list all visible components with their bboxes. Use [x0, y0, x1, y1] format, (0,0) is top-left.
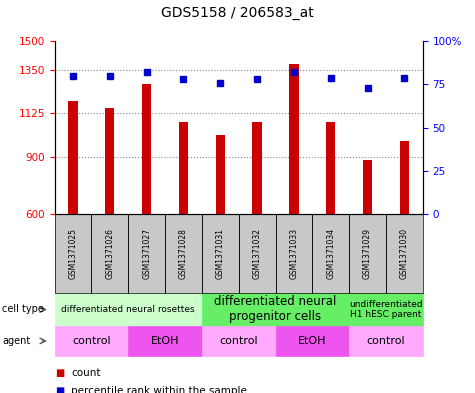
- Text: control: control: [72, 336, 111, 346]
- Text: ■: ■: [55, 368, 64, 378]
- Bar: [105, 108, 114, 214]
- Text: EtOH: EtOH: [298, 336, 327, 346]
- Text: GDS5158 / 206583_at: GDS5158 / 206583_at: [161, 6, 314, 20]
- Text: differentiated neural rosettes: differentiated neural rosettes: [61, 305, 195, 314]
- Bar: [179, 122, 188, 214]
- Text: GSM1371033: GSM1371033: [289, 228, 298, 279]
- Text: control: control: [219, 336, 258, 346]
- Text: differentiated neural
progenitor cells: differentiated neural progenitor cells: [214, 296, 337, 323]
- Text: ■: ■: [55, 386, 64, 393]
- Text: cell type: cell type: [2, 305, 44, 314]
- Text: control: control: [367, 336, 405, 346]
- Text: count: count: [71, 368, 101, 378]
- Text: GSM1371031: GSM1371031: [216, 228, 225, 279]
- Text: percentile rank within the sample: percentile rank within the sample: [71, 386, 247, 393]
- Text: GSM1371034: GSM1371034: [326, 228, 335, 279]
- Text: GSM1371026: GSM1371026: [105, 228, 114, 279]
- Bar: [216, 136, 225, 214]
- Bar: [363, 160, 372, 214]
- Text: GSM1371025: GSM1371025: [68, 228, 77, 279]
- Text: agent: agent: [2, 336, 30, 346]
- Text: GSM1371032: GSM1371032: [253, 228, 262, 279]
- Text: GSM1371028: GSM1371028: [179, 228, 188, 279]
- Bar: [289, 64, 298, 214]
- Bar: [142, 84, 151, 214]
- Text: undifferentiated
H1 hESC parent: undifferentiated H1 hESC parent: [349, 300, 423, 319]
- Text: EtOH: EtOH: [151, 336, 180, 346]
- Bar: [326, 122, 335, 214]
- Text: GSM1371030: GSM1371030: [400, 228, 409, 279]
- Bar: [253, 122, 262, 214]
- Bar: [400, 141, 409, 214]
- Text: GSM1371027: GSM1371027: [142, 228, 151, 279]
- Bar: [68, 101, 77, 214]
- Text: GSM1371029: GSM1371029: [363, 228, 372, 279]
